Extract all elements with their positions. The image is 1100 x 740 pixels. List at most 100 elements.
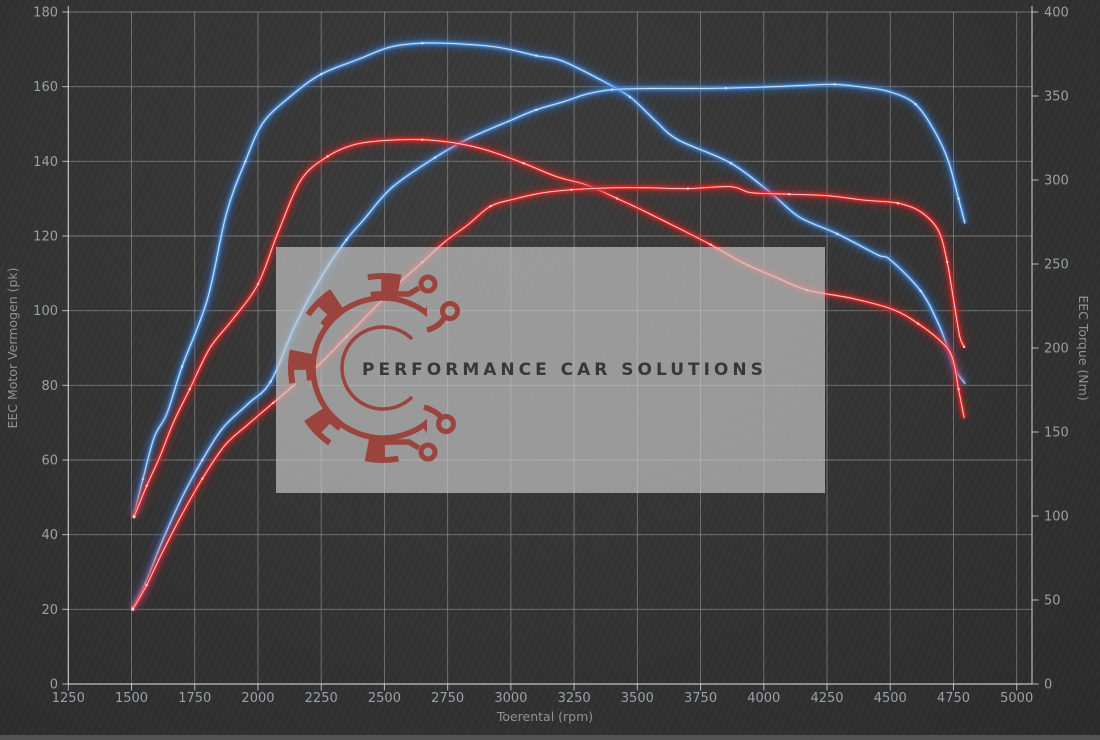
- data-point-dot: [188, 387, 191, 391]
- curve-torque-red-original: [129, 134, 970, 519]
- x-tick-label: 5000: [1000, 691, 1033, 706]
- x-tick-label: 2250: [305, 691, 338, 706]
- right-axis-title: EEC Torque (Nm): [1076, 295, 1091, 400]
- watermark-text: PERFORMANCE CAR SOLUTIONS: [362, 360, 767, 380]
- right-tick-label: 100: [1044, 510, 1069, 525]
- right-tick-label: 250: [1044, 258, 1069, 273]
- data-point-dot: [914, 102, 917, 106]
- curve-core: [133, 42, 966, 516]
- right-tick-label: 300: [1044, 174, 1069, 189]
- data-point-dot: [326, 155, 329, 158]
- x-tick-label: 3000: [494, 691, 527, 706]
- data-point-dot: [835, 232, 839, 236]
- circuit-trace-bottom: [386, 439, 421, 451]
- data-point-dot: [271, 401, 275, 405]
- data-point-dot: [132, 515, 136, 519]
- gear-teeth: [288, 273, 427, 463]
- x-tick-label: 2000: [241, 691, 274, 706]
- data-point-dot: [421, 138, 424, 141]
- x-tick-label: 4000: [747, 691, 780, 706]
- data-point-dot: [787, 192, 791, 196]
- circuit-node: [436, 414, 456, 434]
- left-tick-label: 40: [41, 528, 58, 543]
- left-tick-label: 180: [33, 6, 58, 21]
- data-point-dot: [686, 187, 690, 190]
- x-tick-label: 4750: [937, 691, 970, 706]
- gear-body: [310, 295, 427, 441]
- data-point-dot: [522, 161, 525, 165]
- data-point-dot: [962, 345, 966, 349]
- data-point-dot: [570, 188, 573, 191]
- data-point-dot: [244, 160, 247, 163]
- data-point-dot: [201, 477, 204, 480]
- data-point-dot: [201, 458, 204, 462]
- left-tick-label: 140: [33, 155, 58, 170]
- gear-inner-arc: [340, 325, 414, 411]
- data-point-dot: [534, 108, 538, 112]
- x-tick-label: 4250: [810, 691, 843, 706]
- curve-power-red-original: [128, 181, 969, 612]
- left-tick-label: 100: [33, 304, 58, 319]
- data-point-dot: [709, 243, 712, 246]
- gear-circuit-logo: [288, 273, 460, 463]
- left-axis-title: EEC Motor Vermogen (pk): [5, 267, 20, 428]
- curve-power-blue-tuned: [128, 79, 970, 610]
- data-point-dot: [145, 583, 148, 587]
- curve-torque-blue-tuned: [129, 37, 969, 517]
- x-tick-label: 2500: [368, 691, 401, 706]
- x-tick-label: 1500: [115, 691, 148, 706]
- right-tick-label: 350: [1044, 90, 1069, 105]
- data-point-dot: [957, 387, 960, 391]
- x-tick-label: 4500: [874, 691, 907, 706]
- left-tick-label: 80: [41, 379, 58, 394]
- x-tick-label: 1750: [178, 691, 211, 706]
- left-tick-label: 0: [50, 678, 58, 693]
- data-point-dot: [145, 484, 148, 488]
- axis-tick-labels: 0 20 40 60 80 100 120 140 160 180 0 50 100 150 200 250 3…: [33, 6, 1069, 707]
- right-tick-label: 400: [1044, 6, 1069, 21]
- data-point-dot: [534, 54, 538, 57]
- data-point-dot: [896, 201, 900, 205]
- circuit-node: [418, 442, 438, 462]
- data-point-dot: [489, 204, 492, 208]
- curve-core: [132, 186, 965, 610]
- data-point-dot: [957, 197, 960, 200]
- left-tick-label: 160: [33, 80, 58, 95]
- watermark-box: PERFORMANCE CAR SOLUTIONS: [276, 247, 825, 493]
- circuit-node: [418, 274, 438, 294]
- data-point-dot: [916, 322, 920, 325]
- data-point-dot: [319, 72, 323, 76]
- right-tick-label: 150: [1044, 426, 1069, 441]
- data-point-dot: [421, 41, 424, 45]
- x-tick-label: 3750: [684, 691, 717, 706]
- x-axis-title: Toerental (rpm): [496, 709, 593, 724]
- axes-layer: [62, 6, 1039, 691]
- data-point-dot: [433, 156, 437, 159]
- left-tick-label: 20: [41, 603, 58, 618]
- bottom-bar: [0, 735, 1100, 740]
- data-point-dot: [919, 289, 922, 293]
- circuit-trace-top: [386, 285, 421, 297]
- data-point-dot: [724, 86, 728, 90]
- right-tick-label: 0: [1044, 678, 1052, 693]
- data-point-dot: [615, 197, 619, 200]
- circuit-node: [440, 301, 460, 321]
- data-point-dot: [269, 380, 272, 383]
- data-point-dot: [945, 260, 949, 264]
- right-tick-label: 200: [1044, 342, 1069, 357]
- data-point-dot: [131, 607, 135, 611]
- left-tick-label: 120: [33, 230, 58, 245]
- data-point-dot: [833, 83, 836, 86]
- data-point-dot: [628, 95, 632, 99]
- data-point-dot: [256, 282, 260, 286]
- circuit-trace-upper: [426, 316, 447, 333]
- data-point-dot: [345, 238, 348, 241]
- x-tick-label: 2750: [431, 691, 464, 706]
- data-point-dot: [610, 88, 614, 91]
- data-point-dot: [180, 365, 184, 368]
- left-tick-label: 60: [41, 454, 58, 469]
- curves-layer: [128, 37, 970, 612]
- data-point-dot: [141, 477, 145, 481]
